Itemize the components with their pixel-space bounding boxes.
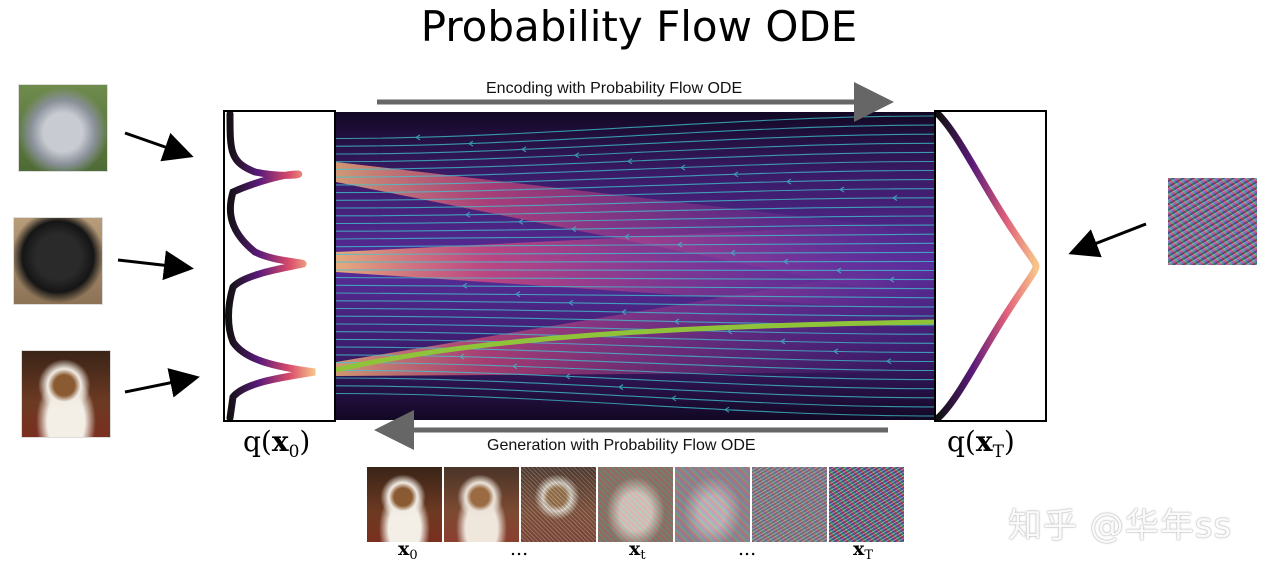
data-distribution-panel [223,110,336,422]
streamline-arrow [838,186,845,193]
streamline-arrow [564,373,571,380]
streamline [336,251,934,255]
cat-photo-gray [18,84,108,172]
streamline-arrow [626,158,633,165]
strip-label-ellipsis-2: ... [738,538,757,560]
streamline-arrow [620,309,627,315]
cat-photo-black [13,217,103,305]
streamline [336,151,934,170]
streamline-arrow [617,384,624,391]
streamline-arrow [467,140,474,147]
streamline [336,224,934,232]
streamline [336,377,934,399]
streamline [336,142,934,163]
streamline [336,179,934,194]
streamline [336,292,934,299]
streamline-arrow [520,146,527,153]
strip-thumb-3 [521,467,596,542]
streamline [336,242,934,248]
streamline [336,160,934,178]
input-arrow-3 [124,368,200,398]
streamline-arrow [673,318,680,325]
streamline [336,169,934,186]
streamline [336,284,934,290]
streamline [336,338,934,353]
streamline [336,385,934,408]
streamline-arrow [782,258,789,265]
denoising-strip [367,467,904,542]
input-arrow-2 [117,250,194,281]
streamline [336,346,934,363]
streamline-arrow [573,152,580,159]
strip-label-xT: xT [853,538,873,563]
streamline [336,369,934,390]
streamline [336,260,934,263]
streamline [336,133,934,155]
streamline-arrow [885,358,892,365]
streamline [336,124,934,147]
streamline [336,392,934,417]
streamline [336,233,934,240]
q-x0-label: q(x0) [243,425,311,462]
strip-label-x0: x0 [398,538,418,563]
streamline [336,197,934,209]
strip-thumb-1 [367,467,442,542]
streamline-arrow [570,226,577,233]
strip-thumb-6 [752,467,827,542]
streamline-arrow [464,211,471,218]
probability-flow-field [336,112,934,420]
streamline-arrow [832,348,839,355]
streamline [336,362,934,381]
streamline-arrow [835,267,842,274]
strip-label-ellipsis-1: ... [510,538,529,560]
streamline-arrow [723,406,730,413]
noise-arrow [1068,222,1147,258]
streamline [336,331,934,344]
strip-thumb-2 [444,467,519,542]
streamline-arrow [779,338,786,345]
streamline [336,277,934,281]
streamline-arrow [785,178,792,185]
watermark: 知乎 @华年ss [1008,506,1233,546]
q-xT-label: q(xT) [947,425,1015,462]
strip-thumb-7 [829,467,904,542]
streamline-arrow [729,249,736,256]
streamline-arrow [461,282,468,289]
streamline-arrow [888,276,895,283]
streamline-arrow [891,195,898,201]
strip-thumb-4 [598,467,673,542]
streamline-arrow [732,171,739,178]
page-title: Probability Flow ODE [420,2,858,51]
streamline-arrow [567,299,574,306]
cat-photo-calico [21,350,111,438]
streamline [336,206,934,217]
streamline [336,307,934,317]
strip-thumb-5 [675,467,750,542]
streamline-arrow [414,134,421,141]
streamline-arrow [623,233,630,240]
streamline [336,323,934,335]
gaussian-density-curve [934,110,1040,422]
streamline [336,115,934,140]
encoding-label: Encoding with Probability Flow ODE [486,80,743,97]
streamline [336,269,934,272]
input-arrow-1 [124,131,194,162]
streamline-arrow [514,291,521,298]
streamline-arrow [676,241,683,248]
streamline-arrow [458,353,465,360]
streamline [336,300,934,308]
sample-trajectory [336,319,934,373]
streamline-arrow [517,218,524,225]
streamline-arrow [679,164,686,171]
streamline [336,215,934,225]
multimodal-density-curve [225,110,316,422]
streamline-arrow [511,363,518,370]
streamline [336,188,934,201]
streamline-arrow [670,395,677,402]
strip-label-xt: xt [629,538,646,563]
noise-image [1168,178,1257,265]
prior-distribution-panel [934,110,1047,422]
generation-label: Generation with Probability Flow ODE [487,437,756,454]
